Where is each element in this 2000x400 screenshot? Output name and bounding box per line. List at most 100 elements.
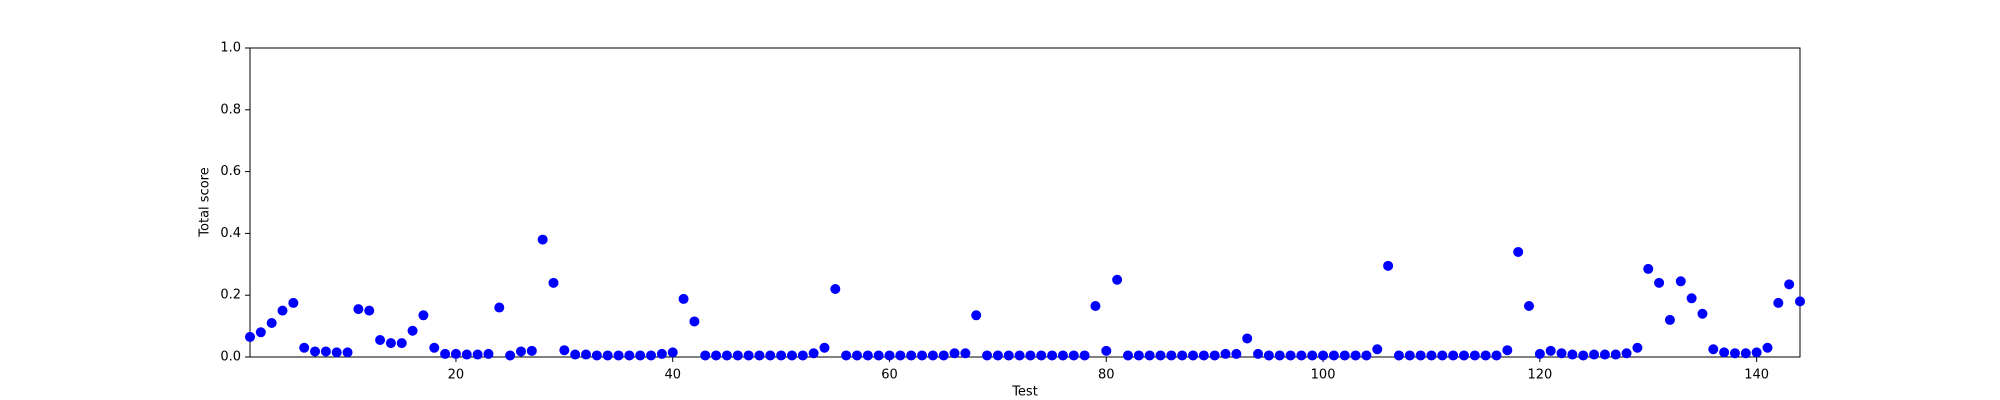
point: [526, 345, 537, 356]
point: [1643, 263, 1654, 274]
point: [418, 310, 429, 321]
point: [1534, 348, 1545, 359]
point: [1068, 350, 1079, 361]
point: [678, 293, 689, 304]
point: [1567, 349, 1578, 360]
point: [1372, 344, 1383, 355]
point: [1448, 350, 1459, 361]
x-tick-label: 80: [1098, 368, 1115, 383]
x-tick-label: 100: [1311, 368, 1336, 383]
plot-frame: [249, 47, 1801, 358]
point: [440, 348, 451, 359]
point: [288, 297, 299, 308]
point: [1036, 350, 1047, 361]
point: [971, 310, 982, 321]
point: [1404, 350, 1415, 361]
point: [1480, 350, 1491, 361]
point: [1675, 276, 1686, 287]
point: [320, 346, 331, 357]
point: [505, 350, 516, 361]
point: [429, 342, 440, 353]
y-tick-label: 0.6: [220, 164, 241, 179]
point: [277, 305, 288, 316]
point: [255, 327, 266, 338]
point: [266, 318, 277, 329]
point: [927, 350, 938, 361]
point: [765, 350, 776, 361]
point: [1502, 345, 1513, 356]
point: [1188, 350, 1199, 361]
point: [1177, 350, 1188, 361]
point: [982, 350, 993, 361]
x-tick-label: 140: [1744, 368, 1769, 383]
point: [1621, 348, 1632, 359]
point: [494, 302, 505, 313]
point: [851, 350, 862, 361]
point: [884, 350, 895, 361]
point: [841, 350, 852, 361]
point: [1339, 350, 1350, 361]
point: [819, 342, 830, 353]
point: [1112, 274, 1123, 285]
point: [299, 342, 310, 353]
point: [461, 349, 472, 360]
point: [1209, 350, 1220, 361]
point: [949, 348, 960, 359]
point: [1686, 293, 1697, 304]
point: [310, 346, 321, 357]
point: [1014, 350, 1025, 361]
point: [808, 348, 819, 359]
point: [1144, 350, 1155, 361]
point: [1545, 345, 1556, 356]
y-tick-label: 0.8: [220, 102, 241, 117]
point: [1610, 349, 1621, 360]
point: [1025, 350, 1036, 361]
point: [331, 347, 342, 358]
point: [559, 345, 570, 356]
point: [483, 348, 494, 359]
point: [624, 350, 635, 361]
y-tick-label: 0.2: [220, 288, 241, 303]
point: [1415, 350, 1426, 361]
x-tick-label: 60: [881, 368, 898, 383]
point: [1458, 350, 1469, 361]
point: [1263, 350, 1274, 361]
point: [1274, 350, 1285, 361]
point: [743, 350, 754, 361]
point: [656, 348, 667, 359]
point: [873, 350, 884, 361]
point: [1719, 347, 1730, 358]
point: [1090, 301, 1101, 312]
point: [375, 335, 386, 346]
point: [1751, 347, 1762, 358]
point: [1784, 279, 1795, 290]
point: [245, 331, 255, 342]
point: [1437, 350, 1448, 361]
point: [1491, 350, 1502, 361]
point: [1697, 308, 1708, 319]
point: [938, 350, 949, 361]
point: [635, 350, 646, 361]
point: [570, 349, 581, 360]
y-tick-label: 0.0: [220, 350, 241, 365]
point: [895, 350, 906, 361]
point: [1383, 260, 1394, 271]
point: [591, 350, 602, 361]
point: [407, 325, 418, 336]
point: [515, 346, 526, 357]
point: [906, 350, 917, 361]
point: [830, 284, 841, 295]
point: [917, 350, 928, 361]
point: [1513, 246, 1524, 257]
point: [472, 349, 483, 360]
point: [862, 350, 873, 361]
point: [1361, 350, 1372, 361]
point: [1729, 348, 1740, 359]
point: [1795, 296, 1805, 307]
point: [1589, 349, 1600, 360]
point: [1556, 348, 1567, 359]
y-axis-label: Total score: [198, 167, 213, 237]
point: [1307, 350, 1318, 361]
point: [992, 350, 1003, 361]
